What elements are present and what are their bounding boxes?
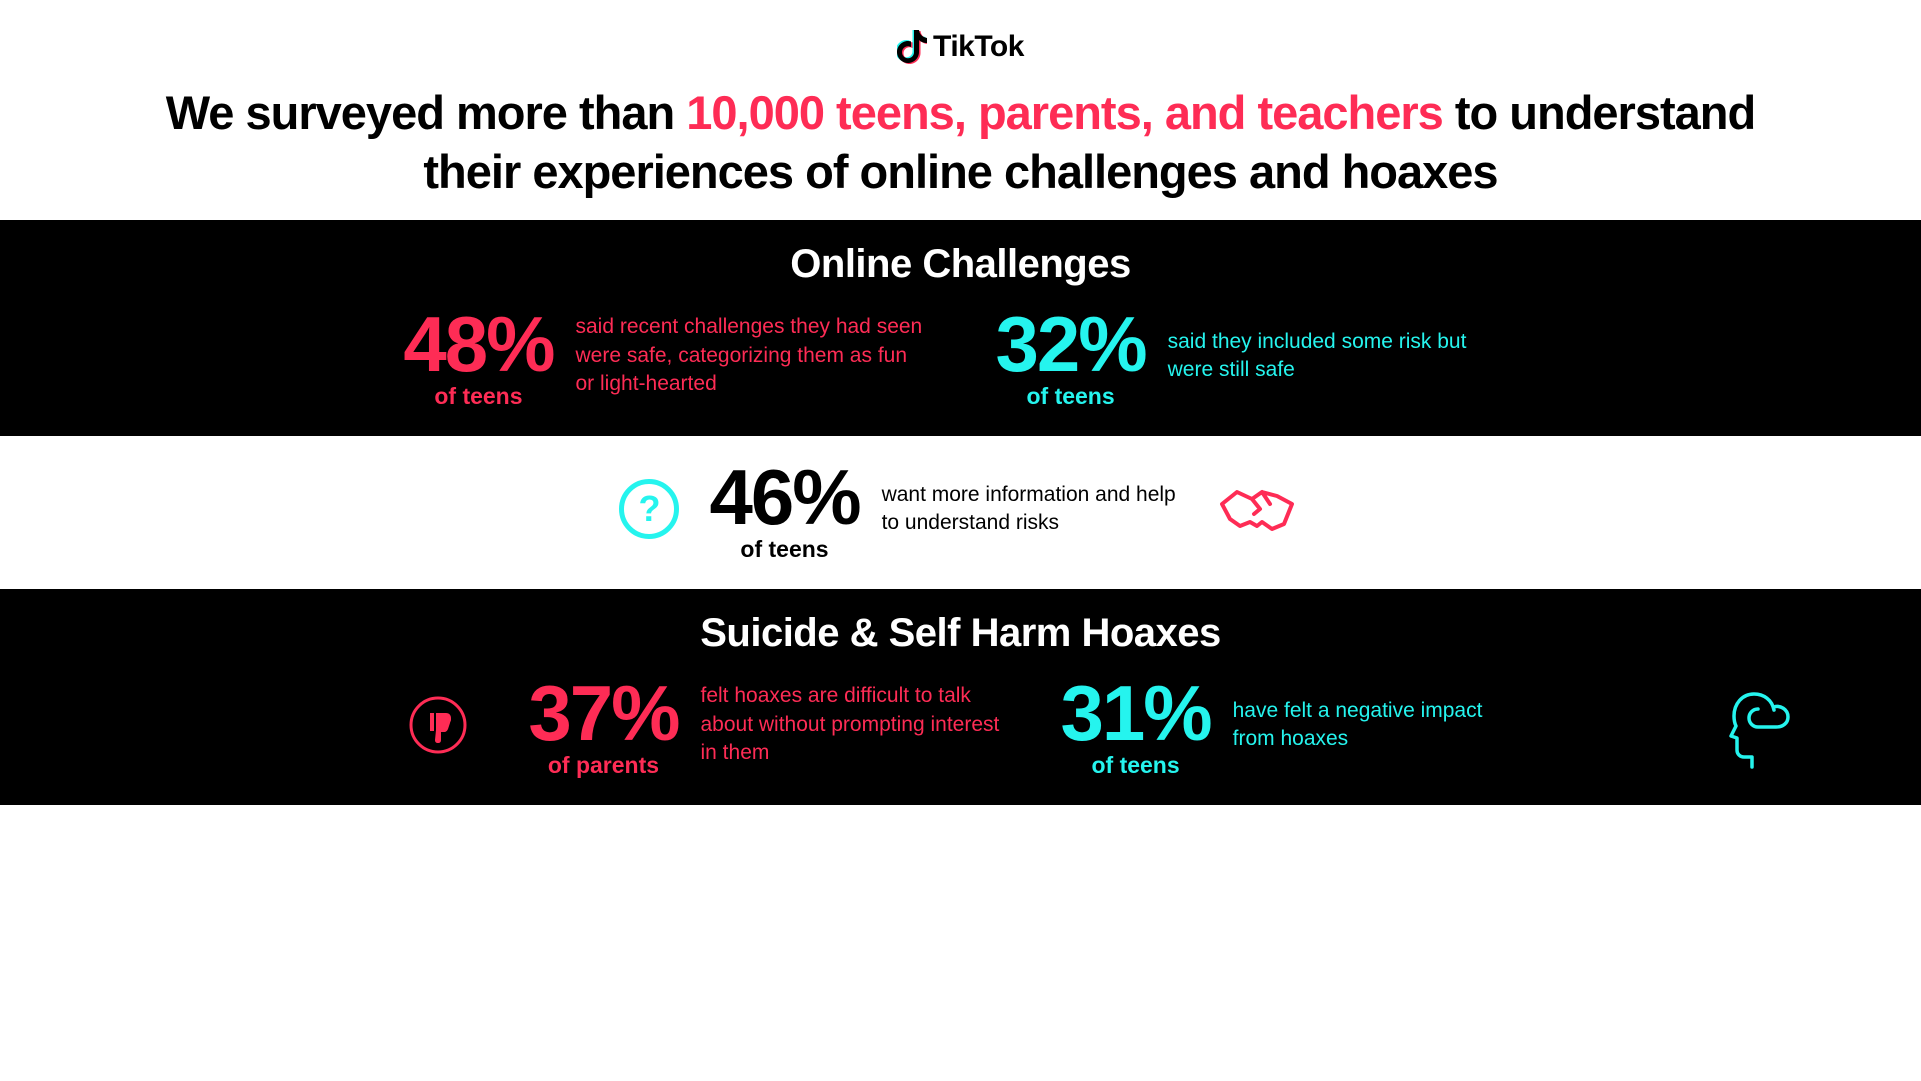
section-more-info: ? 46% of teens want more information and… [0, 436, 1921, 589]
stat-figure: 32% of teens [996, 305, 1146, 408]
stat-46-percent: 46% of teens want more information and h… [709, 458, 1181, 561]
header: TikTok We surveyed more than 10,000 teen… [0, 0, 1921, 220]
section3-title: Suicide & Self Harm Hoaxes [130, 611, 1791, 656]
section-online-challenges: Online Challenges 48% of teens said rece… [0, 220, 1921, 436]
stat-desc: said they included some risk but were st… [1168, 328, 1518, 385]
stat-of: of teens [434, 385, 522, 408]
section2-row: ? 46% of teens want more information and… [130, 458, 1791, 561]
stat-of: of teens [1091, 754, 1179, 777]
tiktok-note-icon [897, 30, 927, 64]
stat-percent: 37% [528, 674, 678, 752]
stat-of: of parents [548, 754, 659, 777]
head-cloud-icon [1726, 679, 1801, 769]
stat-37-percent: 37% of parents felt hoaxes are difficult… [528, 674, 1000, 777]
thumbs-down-icon [408, 695, 468, 755]
stat-31-percent: 31% of teens have felt a negative impact… [1061, 674, 1513, 777]
question-circle-icon: ? [619, 479, 679, 539]
stat-figure: 48% of teens [403, 305, 553, 408]
stat-figure: 31% of teens [1061, 674, 1211, 777]
stat-desc: have felt a negative impact from hoaxes [1233, 697, 1513, 754]
handshake-icon [1212, 474, 1302, 544]
stat-desc: felt hoaxes are difficult to talk about … [701, 682, 1001, 767]
stat-percent: 32% [996, 305, 1146, 383]
stat-figure: 37% of parents [528, 674, 678, 777]
tiktok-logo-text: TikTok [933, 30, 1024, 64]
headline-highlight: 10,000 teens, parents, and teachers [686, 86, 1443, 139]
infographic-page: TikTok We surveyed more than 10,000 teen… [0, 0, 1921, 1081]
stat-figure: 46% of teens [709, 458, 859, 561]
headline-part1: We surveyed more than [166, 86, 686, 139]
stat-percent: 31% [1061, 674, 1211, 752]
headline: We surveyed more than 10,000 teens, pare… [130, 84, 1791, 202]
stat-of: of teens [1026, 385, 1114, 408]
section1-stats-row: 48% of teens said recent challenges they… [130, 305, 1791, 408]
tiktok-logo: TikTok [130, 30, 1791, 64]
section-hoaxes: Suicide & Self Harm Hoaxes 37% of parent… [0, 589, 1921, 805]
stat-32-percent: 32% of teens said they included some ris… [996, 305, 1518, 408]
stat-percent: 48% [403, 305, 553, 383]
stat-desc: want more information and help to unders… [882, 481, 1182, 538]
stat-of: of teens [740, 538, 828, 561]
section1-title: Online Challenges [130, 242, 1791, 287]
section3-stats-row: 37% of parents felt hoaxes are difficult… [130, 674, 1791, 777]
stat-48-percent: 48% of teens said recent challenges they… [403, 305, 925, 408]
stat-desc: said recent challenges they had seen wer… [576, 313, 926, 398]
stat-percent: 46% [709, 458, 859, 536]
